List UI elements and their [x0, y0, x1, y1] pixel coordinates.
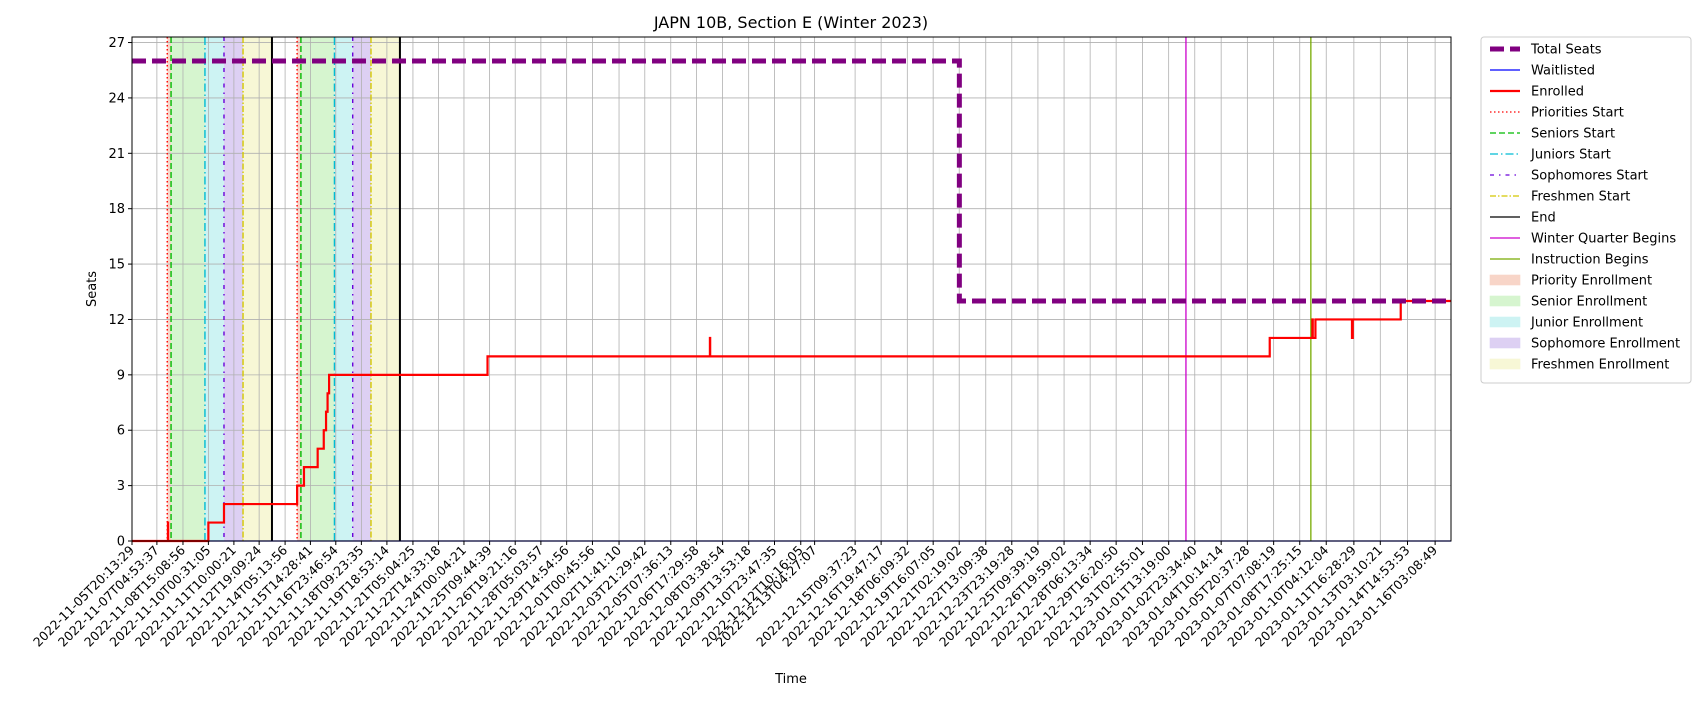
span-freshmen-enrollment-1 [370, 37, 400, 541]
y-tick-label: 21 [108, 147, 125, 162]
legend-label-total-seats: Total Seats [1530, 43, 1602, 58]
legend-label-sophomore-enrollment: Sophomore Enrollment [1531, 337, 1680, 352]
legend-label-instruction-begins: Instruction Begins [1531, 253, 1649, 268]
y-tick-label: 12 [108, 313, 125, 328]
legend-swatch-sophomore-enrollment [1489, 337, 1521, 349]
y-tick-label: 0 [117, 535, 125, 550]
y-tick-label: 6 [117, 424, 125, 439]
y-tick-label: 18 [108, 202, 125, 217]
y-axis-ticks: 0 3 6 9 12 15 18 21 24 27 [108, 36, 132, 550]
legend-swatch-junior-enrollment [1489, 316, 1521, 328]
legend-label-priority-enrollment: Priority Enrollment [1531, 274, 1652, 289]
span-priority-enrollment-1 [297, 37, 301, 541]
span-sophomore-enrollment-1 [352, 37, 371, 541]
legend-box [1480, 36, 1692, 384]
legend-swatch-senior-enrollment [1489, 295, 1521, 307]
legend-label-winter-quarter-begins: Winter Quarter Begins [1531, 232, 1676, 247]
legend: Total Seats Waitlisted Enrolled Priorities … [1480, 36, 1692, 384]
legend-swatch-freshmen-enrollment [1489, 358, 1521, 370]
series-enrolled [132, 299, 1451, 543]
chart-title: JAPN 10B, Section E (Winter 2023) [653, 13, 928, 32]
x-axis-label: Time [774, 672, 807, 687]
legend-label-priorities-start: Priorities Start [1531, 106, 1624, 121]
legend-label-junior-enrollment: Junior Enrollment [1530, 316, 1643, 331]
legend-label-freshmen-enrollment: Freshmen Enrollment [1531, 358, 1669, 373]
span-priority-enrollment-0 [167, 37, 172, 541]
y-axis-label: Seats [85, 271, 100, 307]
y-tick-label: 24 [108, 91, 125, 106]
span-freshmen-enrollment-0 [243, 37, 272, 541]
legend-label-sophomores-start: Sophomores Start [1531, 169, 1648, 184]
span-senior-enrollment-0 [171, 37, 205, 541]
grid-lines [131, 37, 1451, 542]
legend-label-end: End [1531, 211, 1556, 226]
legend-label-juniors-start: Juniors Start [1530, 148, 1611, 163]
legend-label-freshmen-start: Freshmen Start [1531, 190, 1630, 205]
legend-label-enrolled: Enrolled [1531, 85, 1584, 100]
event-lines [166, 37, 1312, 541]
y-tick-label: 9 [117, 368, 125, 383]
y-tick-label: 27 [108, 36, 125, 51]
span-junior-enrollment-1 [334, 37, 353, 541]
legend-label-seniors-start: Seniors Start [1531, 127, 1615, 142]
span-junior-enrollment-0 [204, 37, 224, 541]
series-total-seats [132, 58, 1451, 304]
legend-label-waitlisted: Waitlisted [1531, 64, 1595, 79]
plot-frame [131, 36, 1452, 542]
y-tick-label: 15 [108, 258, 125, 273]
x-axis-ticks: 2022-11-05T20:13:292022-11-07T04:53:3720… [30, 541, 1440, 650]
y-tick-label: 3 [117, 479, 125, 494]
legend-label-senior-enrollment: Senior Enrollment [1531, 295, 1647, 310]
legend-swatch-priority-enrollment [1489, 274, 1521, 286]
enrollment-spans [167, 37, 400, 541]
